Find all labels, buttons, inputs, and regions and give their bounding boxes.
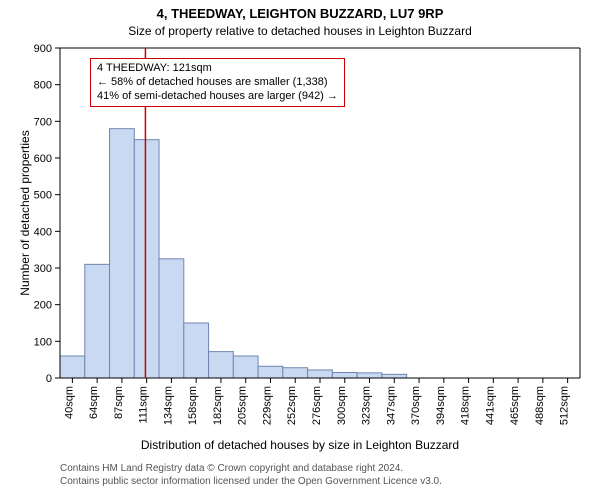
svg-text:300: 300	[34, 263, 52, 275]
histogram-bar	[110, 129, 135, 378]
x-tick-label: 64sqm	[88, 386, 100, 419]
svg-text:600: 600	[34, 153, 52, 165]
x-tick-label: 488sqm	[534, 386, 546, 425]
x-tick-label: 418sqm	[460, 386, 472, 425]
x-tick-label: 394sqm	[435, 386, 447, 425]
histogram-bar	[308, 370, 333, 378]
svg-text:400: 400	[34, 226, 52, 238]
x-tick-label: 40sqm	[63, 386, 75, 419]
svg-text:800: 800	[34, 80, 52, 92]
x-tick-label: 323sqm	[361, 386, 373, 425]
histogram-bar	[159, 259, 184, 378]
y-axis-label: Number of detached properties	[18, 48, 32, 378]
svg-text:900: 900	[34, 43, 52, 55]
x-axis-label: Distribution of detached houses by size …	[0, 438, 600, 452]
x-tick-label: 276sqm	[311, 386, 323, 425]
histogram-bar	[209, 352, 234, 378]
x-tick-label: 205sqm	[237, 386, 249, 425]
figure: 4, THEEDWAY, LEIGHTON BUZZARD, LU7 9RP S…	[0, 0, 600, 500]
histogram-bar	[60, 356, 85, 378]
svg-text:200: 200	[34, 300, 52, 312]
x-tick-label: 347sqm	[385, 386, 397, 425]
annotation-line-3: 41% of semi-detached houses are larger (…	[97, 90, 338, 104]
histogram-bar	[134, 140, 159, 378]
x-tick-label: 134sqm	[162, 386, 174, 425]
svg-text:100: 100	[34, 336, 52, 348]
x-tick-label: 158sqm	[187, 386, 199, 425]
x-tick-label: 300sqm	[336, 386, 348, 425]
histogram-bar	[283, 368, 308, 378]
histogram-bar	[85, 264, 110, 378]
chart-title: 4, THEEDWAY, LEIGHTON BUZZARD, LU7 9RP	[0, 6, 600, 21]
annotation-line-1: 4 THEEDWAY: 121sqm	[97, 62, 338, 76]
x-tick-label: 370sqm	[410, 386, 422, 425]
histogram-bar	[382, 374, 407, 378]
annotation-box: 4 THEEDWAY: 121sqm ← 58% of detached hou…	[90, 58, 345, 107]
svg-text:700: 700	[34, 116, 52, 128]
x-tick-label: 512sqm	[559, 386, 571, 425]
x-tick-label: 229sqm	[261, 386, 273, 425]
chart-subtitle: Size of property relative to detached ho…	[0, 24, 600, 38]
x-tick-label: 252sqm	[286, 386, 298, 425]
histogram-bar	[332, 373, 357, 379]
x-tick-label: 441sqm	[484, 386, 496, 425]
svg-text:0: 0	[46, 373, 52, 385]
histogram-bar	[357, 373, 382, 378]
svg-text:500: 500	[34, 190, 52, 202]
footer: Contains HM Land Registry data © Crown c…	[60, 462, 442, 488]
x-tick-label: 465sqm	[509, 386, 521, 425]
x-tick-label: 87sqm	[113, 386, 125, 419]
annotation-line-2: ← 58% of detached houses are smaller (1,…	[97, 76, 338, 90]
histogram-bar	[233, 356, 258, 378]
x-tick-label: 182sqm	[212, 386, 224, 425]
footer-line-2: Contains public sector information licen…	[60, 475, 442, 488]
x-tick-label: 111sqm	[138, 386, 150, 424]
histogram-bar	[184, 323, 209, 378]
histogram-bar	[258, 366, 283, 378]
footer-line-1: Contains HM Land Registry data © Crown c…	[60, 462, 442, 475]
